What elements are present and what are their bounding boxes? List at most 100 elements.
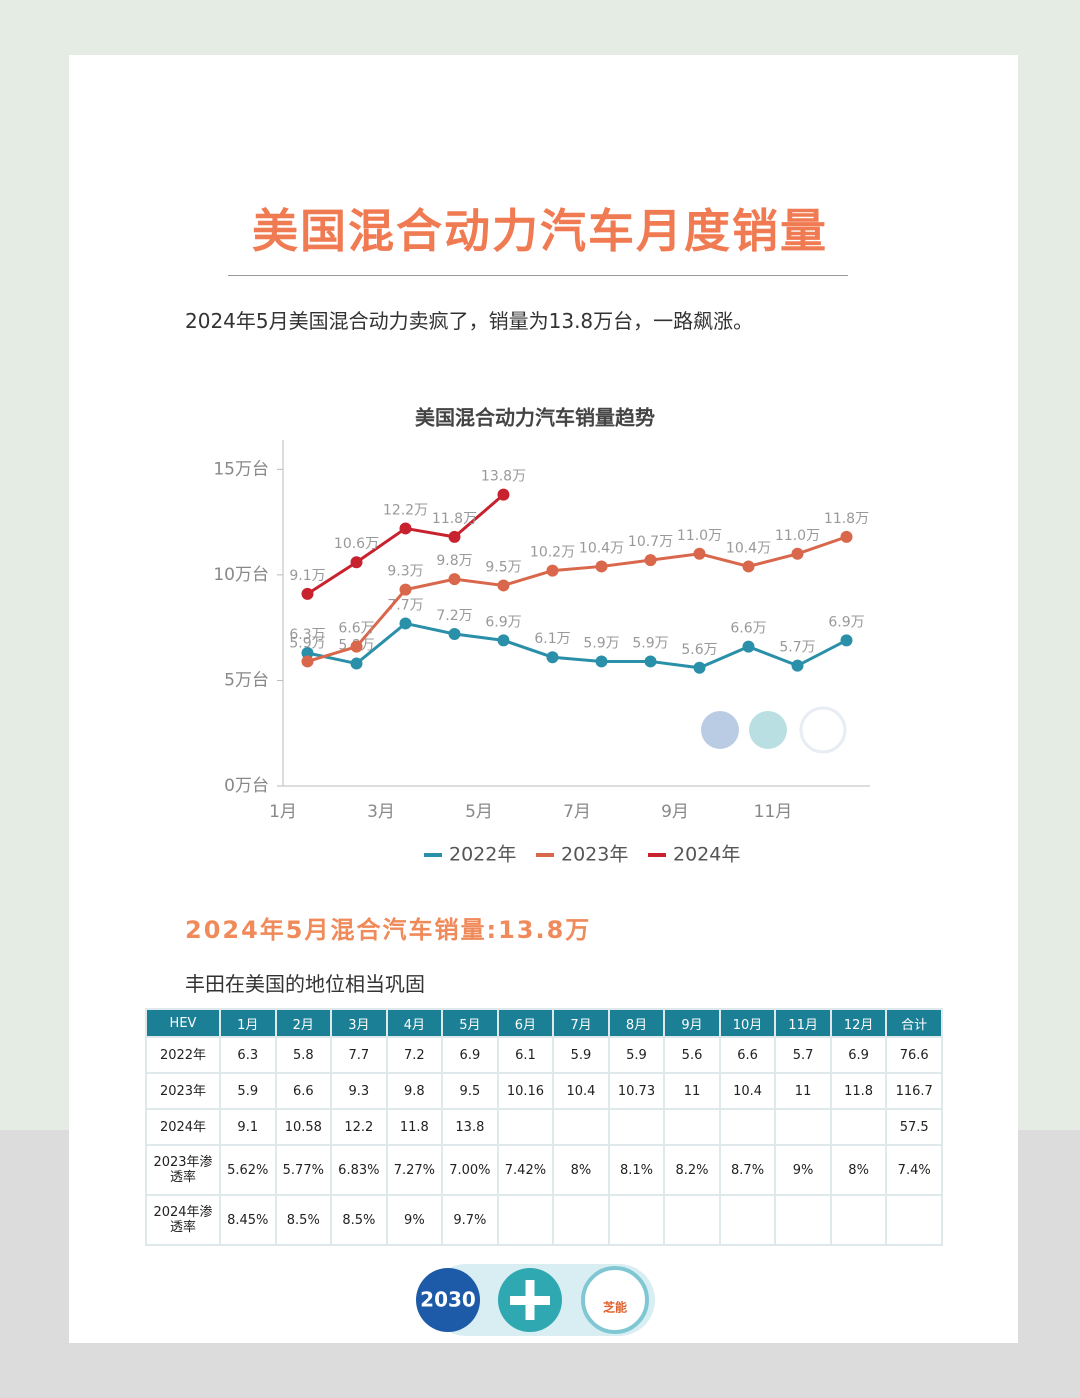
data-label: 5.9万 xyxy=(632,635,668,651)
data-label: 6.1万 xyxy=(534,631,570,647)
table-cell: 8.7% xyxy=(718,1144,777,1196)
table-cell: 12.2 xyxy=(330,1108,388,1146)
y-tick-label: 0万台 xyxy=(224,776,269,796)
header-cell: 4月 xyxy=(385,1008,444,1038)
data-label: 10.7万 xyxy=(628,534,673,550)
point xyxy=(742,560,755,573)
data-label: 9.5万 xyxy=(485,559,521,575)
table-cell: 13.8 xyxy=(441,1108,499,1146)
table-cell xyxy=(774,1108,832,1146)
x-tick-label: 1月 xyxy=(269,802,297,822)
point xyxy=(546,651,559,664)
series-line xyxy=(307,621,848,670)
point xyxy=(693,547,706,560)
divider xyxy=(228,275,848,276)
table-cell: 5.9 xyxy=(219,1072,277,1110)
table-cell: 11 xyxy=(663,1072,721,1110)
data-label: 7.2万 xyxy=(436,608,472,624)
table-cell: 5.77% xyxy=(274,1144,333,1196)
table-row: 2024年渗透率 8.45% 8.5% 8.5% 9% 9.7% xyxy=(145,1194,943,1246)
table-cell xyxy=(718,1108,777,1146)
header-cell: 5月 xyxy=(441,1008,499,1038)
table-cell: 9.7% xyxy=(441,1194,499,1246)
logo-bar: 2030 芝能 xyxy=(416,1264,655,1336)
data-label: 6.6万 xyxy=(338,621,374,637)
table-cell: 9.1 xyxy=(219,1108,277,1146)
table-cell xyxy=(552,1108,610,1146)
table-cell: 5.7 xyxy=(774,1036,832,1074)
table-cell: 5.9 xyxy=(552,1036,610,1074)
y-tick-label: 10万台 xyxy=(213,565,269,585)
data-label: 6.9万 xyxy=(828,614,864,630)
point xyxy=(448,530,461,543)
table-cell: 8.1% xyxy=(607,1144,666,1196)
table-cell xyxy=(607,1194,666,1246)
table-cell xyxy=(829,1108,888,1146)
table-cell xyxy=(607,1108,666,1146)
chart: 美国混合动力汽车销量趋势 0万台 5万台 10万台 15万台 1月 3月 5月 7月 9月 11月… xyxy=(213,406,870,866)
point xyxy=(399,522,412,535)
table-cell: 9.5 xyxy=(441,1072,499,1110)
data-label: 10.4万 xyxy=(726,540,771,556)
table-row: 2022年 6.3 5.8 7.7 7.2 6.9 6.1 5.9 5.9 5.6 6.6 5.7 6.… xyxy=(145,1036,943,1074)
point xyxy=(301,647,314,659)
data-label: 5.9万 xyxy=(289,635,325,651)
table-cell: 8.5% xyxy=(330,1194,388,1246)
x-tick-label: 7月 xyxy=(563,802,591,822)
table-cell: 76.6 xyxy=(885,1036,943,1074)
data-label: 5.9万 xyxy=(583,635,619,651)
data-label: 5.7万 xyxy=(779,640,815,656)
table-cell: 6.6 xyxy=(274,1072,333,1110)
table-cell: 7.2 xyxy=(385,1036,444,1074)
point xyxy=(350,640,363,653)
table-cell: 9.8 xyxy=(385,1072,444,1110)
table-cell: 6.9 xyxy=(441,1036,499,1074)
x-tick-label: 3月 xyxy=(367,802,395,822)
logo-text: 2030 xyxy=(420,1288,476,1312)
table-cell xyxy=(663,1108,721,1146)
data-label: 6.9万 xyxy=(485,614,521,630)
data-label: 9.1万 xyxy=(289,568,325,584)
header-row: HEV 1月 2月 3月 4月 5月 6月 7月 8月 9月 10月 11月 12月 合计 xyxy=(145,1008,943,1038)
table-cell xyxy=(718,1194,777,1246)
table-cell xyxy=(829,1194,888,1246)
x-tick-label: 5月 xyxy=(465,802,493,822)
table-cell: 5.62% xyxy=(219,1144,277,1196)
table-cell: 7.4% xyxy=(885,1144,943,1196)
table-cell: 2024年 xyxy=(145,1108,221,1146)
table-caption: 丰田在美国的地位相当巩固 xyxy=(185,972,425,996)
plus-v xyxy=(525,1280,535,1320)
point xyxy=(840,530,853,543)
header-cell: 7月 xyxy=(552,1008,610,1038)
x-tick-label: 9月 xyxy=(661,802,689,822)
point xyxy=(350,556,363,569)
header-cell: 1月 xyxy=(219,1008,277,1038)
series-line xyxy=(307,535,847,663)
point xyxy=(497,488,510,501)
point xyxy=(595,655,608,668)
section-heading: 2024年5月混合汽车销量:13.8万 xyxy=(185,916,592,944)
intro: 2024年5月美国混合动力卖疯了，销量为13.8万台，一路飙涨。 xyxy=(185,309,754,333)
data-label: 11.8万 xyxy=(824,511,869,527)
header-cell: 6月 xyxy=(496,1008,555,1038)
watermark xyxy=(701,706,847,754)
data-label: 10.4万 xyxy=(579,540,624,556)
data-label: 13.8万 xyxy=(481,469,526,485)
table-cell: 5.9 xyxy=(607,1036,666,1074)
table-cell: 116.7 xyxy=(885,1072,943,1110)
header-cell: HEV xyxy=(145,1008,221,1038)
point xyxy=(301,587,314,600)
header-cell: 3月 xyxy=(330,1008,388,1038)
legend-label: 2024年 xyxy=(673,844,740,866)
header-cell: 10月 xyxy=(718,1008,777,1038)
point xyxy=(693,661,706,674)
header-cell: 11月 xyxy=(774,1008,832,1038)
data-label: 9.8万 xyxy=(436,553,472,569)
table-cell: 10.4 xyxy=(552,1072,610,1110)
table-cell xyxy=(774,1194,832,1246)
data-table: HEV 1月 2月 3月 4月 5月 6月 7月 8月 9月 10月 11月 12月 合计 2022年 6.3… xyxy=(145,1008,943,1246)
point xyxy=(840,634,853,647)
data-label: 9.3万 xyxy=(387,564,423,580)
table-row: 2024年 9.1 10.58 12.2 11.8 13.8 57.5 xyxy=(145,1108,943,1146)
table-cell xyxy=(663,1194,721,1246)
